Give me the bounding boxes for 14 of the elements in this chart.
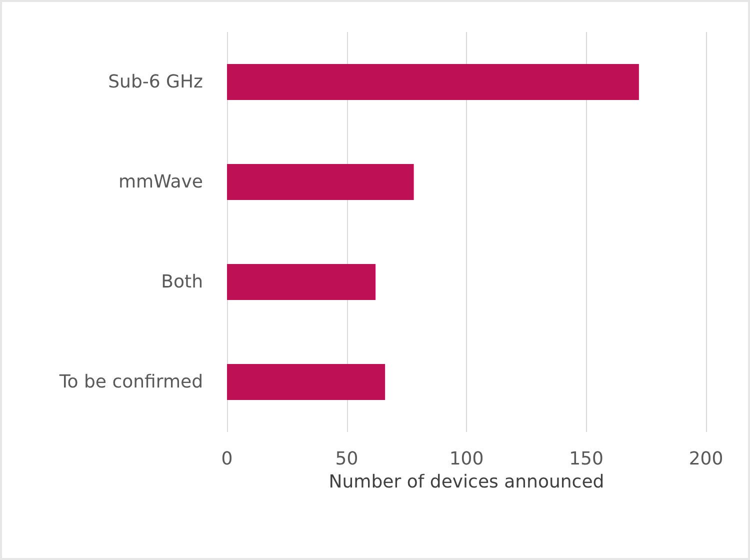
x-axis-title: Number of devices announced: [328, 471, 604, 492]
y-tick-label: To be confirmed: [58, 372, 203, 392]
y-tick-label: Both: [161, 272, 203, 292]
y-tick-label: Sub-6 GHz: [108, 72, 203, 92]
bar: [227, 264, 376, 300]
bar: [227, 64, 639, 100]
bar: [227, 164, 414, 200]
x-tick-label: 150: [569, 448, 604, 470]
y-tick-label: mmWave: [118, 172, 203, 192]
x-tick-label: 50: [335, 448, 358, 470]
bar: [227, 364, 386, 400]
x-tick-label: 0: [221, 448, 233, 470]
x-tick-label: 100: [449, 448, 484, 470]
x-tick-label: 200: [688, 448, 724, 470]
